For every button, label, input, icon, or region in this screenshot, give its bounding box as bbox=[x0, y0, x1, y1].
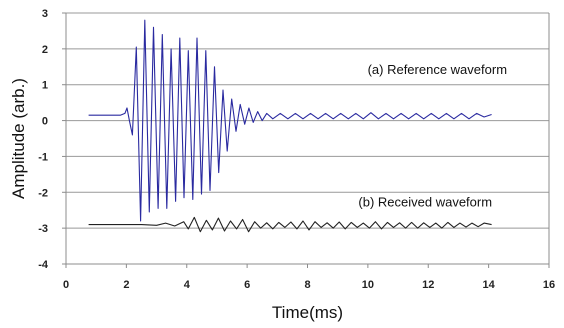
y-axis-title: Amplitude (arb.) bbox=[9, 78, 28, 199]
y-tick-label: 2 bbox=[42, 44, 48, 56]
y-tick-label: -2 bbox=[38, 187, 48, 199]
y-tick-label: 0 bbox=[42, 116, 48, 128]
annotation-received: (b) Received waveform bbox=[358, 195, 492, 210]
x-tick-label: 10 bbox=[362, 279, 374, 291]
annotation-reference: (a) Reference waveform bbox=[368, 62, 507, 77]
x-tick-label: 16 bbox=[543, 279, 555, 291]
x-tick-label: 0 bbox=[63, 279, 69, 291]
series-line-received bbox=[88, 216, 492, 233]
x-tick-label: 8 bbox=[304, 279, 310, 291]
y-tick-label: 3 bbox=[42, 8, 48, 20]
y-tick-label: -4 bbox=[38, 259, 49, 271]
y-tick-label: 1 bbox=[42, 80, 48, 92]
x-tick-label: 4 bbox=[184, 279, 191, 291]
y-tick-label: -1 bbox=[38, 151, 48, 163]
series-line-reference bbox=[88, 19, 492, 222]
x-tick-label: 14 bbox=[483, 279, 496, 291]
y-tick-label: -3 bbox=[38, 223, 48, 235]
x-tick-label: 12 bbox=[422, 279, 434, 291]
x-axis-title: Time(ms) bbox=[272, 303, 343, 322]
x-tick-label: 2 bbox=[123, 279, 129, 291]
x-tick-label: 6 bbox=[244, 279, 250, 291]
